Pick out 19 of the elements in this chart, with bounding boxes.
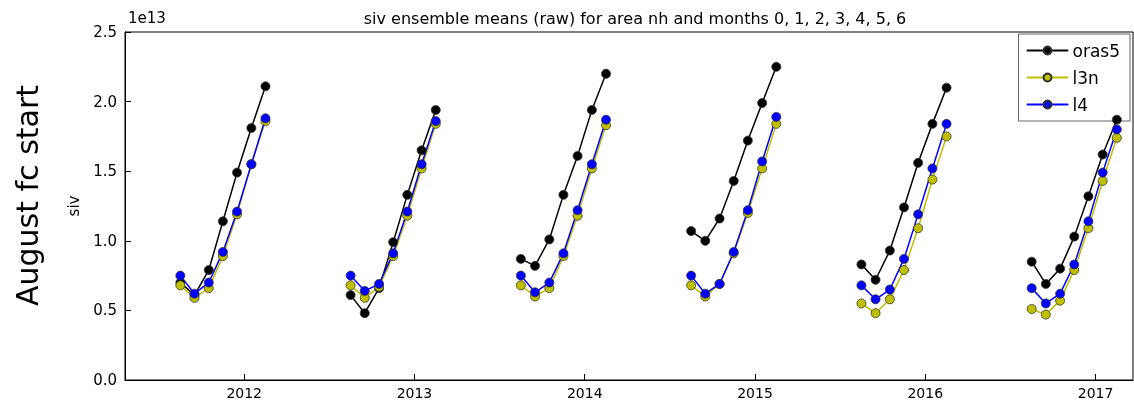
- x-tick-label: 2013: [396, 385, 433, 401]
- legend-label: l4: [1072, 94, 1089, 115]
- y-tick-label: 2.5: [93, 23, 117, 41]
- text: August fc start: [9, 84, 45, 306]
- x-tick-label: 2015: [737, 385, 773, 401]
- legend-label: l3n: [1072, 67, 1099, 88]
- y-tick-label: 1.5: [93, 162, 117, 181]
- legend-label: oras5: [1072, 40, 1120, 61]
- y-tick-label: 0.0: [93, 371, 117, 389]
- x-tick-label: 2016: [907, 385, 944, 401]
- y-axis-title: siv: [64, 195, 83, 217]
- y-tick-label: 0.5: [93, 301, 117, 320]
- y-tick-label: 1.0: [93, 231, 117, 250]
- y-tick-label: 2.0: [93, 92, 117, 111]
- x-tick-label: 2014: [566, 385, 603, 401]
- chart-title: siv ensemble means (raw) for area nh and months 0, 1, 2, 3, 4, 5, 6: [363, 8, 907, 28]
- x-tick-label: 2017: [1077, 385, 1114, 401]
- x-tick-label: 2012: [226, 385, 263, 401]
- text: 1e13: [128, 8, 166, 27]
